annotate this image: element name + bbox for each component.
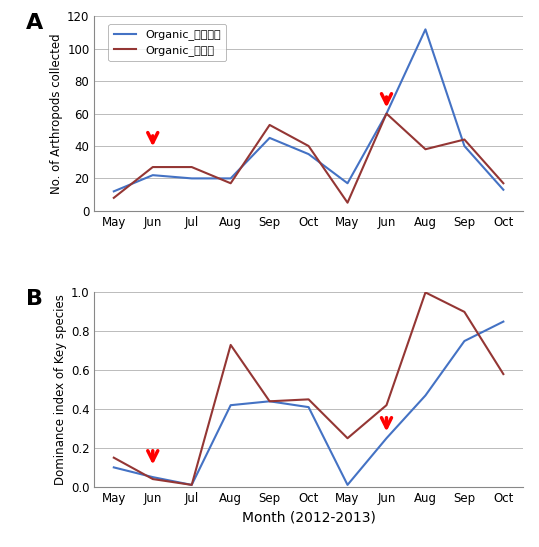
Y-axis label: No. of Arthropods collected: No. of Arthropods collected bbox=[50, 33, 63, 194]
Text: B: B bbox=[26, 289, 43, 309]
Legend: Organic_메리골드, Organic_무처리: Organic_메리골드, Organic_무처리 bbox=[108, 24, 226, 61]
Text: A: A bbox=[26, 13, 43, 32]
Y-axis label: Dominance index of Key species: Dominance index of Key species bbox=[54, 294, 67, 485]
X-axis label: Month (2012-2013): Month (2012-2013) bbox=[241, 510, 376, 524]
